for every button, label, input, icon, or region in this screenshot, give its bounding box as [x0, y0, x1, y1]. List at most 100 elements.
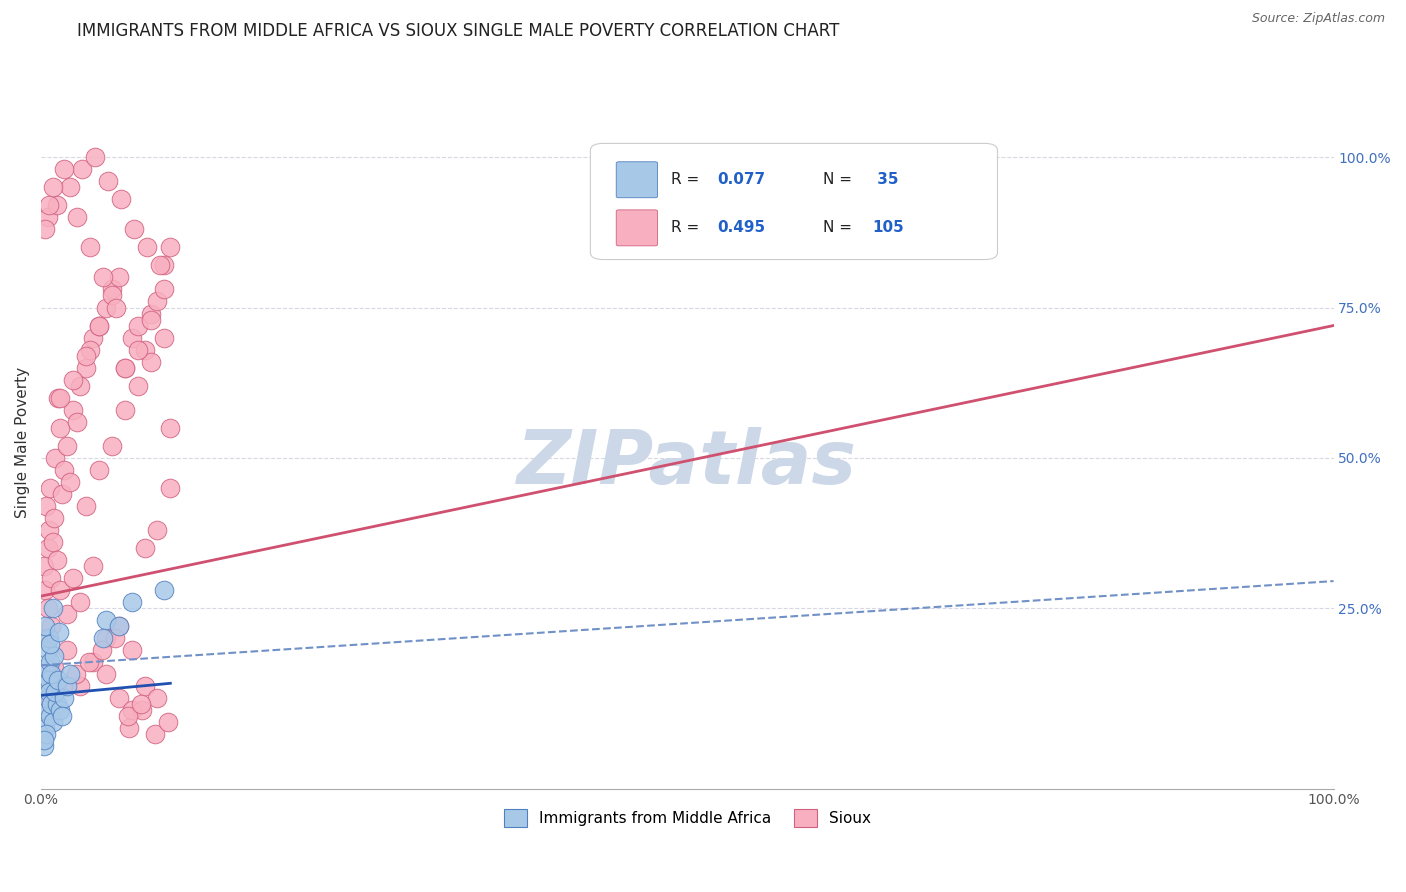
Point [101, 288, 124, 302]
Point [49, 703, 72, 717]
Point [56, 607, 79, 622]
Point [35, 703, 58, 717]
Point [156, 715, 179, 730]
Point [62, 373, 84, 387]
Point [121, 703, 143, 717]
Point [45, 553, 67, 567]
Point [38, 685, 60, 699]
Point [34, 722, 56, 736]
Point [146, 294, 169, 309]
Point [127, 318, 149, 333]
Point [53, 463, 76, 477]
Point [107, 691, 129, 706]
Point [34, 583, 56, 598]
Point [51, 709, 73, 723]
Point [101, 439, 124, 453]
Point [136, 240, 159, 254]
Point [127, 343, 149, 357]
Point [79, 240, 101, 254]
Point [139, 306, 162, 320]
Text: 0.495: 0.495 [717, 220, 765, 235]
Point [121, 595, 143, 609]
Point [37, 541, 59, 555]
Point [34, 222, 56, 236]
FancyBboxPatch shape [616, 210, 658, 246]
Point [56, 679, 79, 693]
Point [56, 643, 79, 657]
Text: N =: N = [823, 220, 856, 235]
Point [46, 391, 69, 405]
Point [107, 270, 129, 285]
Point [94, 301, 117, 315]
Point [66, 211, 89, 225]
Point [134, 679, 156, 693]
Point [65, 667, 87, 681]
Text: 0.077: 0.077 [717, 172, 765, 187]
Point [58, 180, 80, 194]
Point [134, 343, 156, 357]
Point [32, 733, 55, 747]
Point [39, 709, 62, 723]
Point [41, 571, 63, 585]
Point [94, 667, 117, 681]
Point [122, 222, 145, 236]
Point [91, 270, 114, 285]
Point [75, 349, 97, 363]
Text: R =: R = [671, 172, 703, 187]
Point [62, 402, 84, 417]
Text: 105: 105 [872, 220, 904, 235]
Point [72, 162, 94, 177]
Point [37, 643, 59, 657]
Point [37, 601, 59, 615]
Point [51, 487, 73, 501]
Point [118, 722, 141, 736]
Point [35, 727, 58, 741]
Point [89, 318, 111, 333]
Point [121, 643, 143, 657]
Point [39, 691, 62, 706]
Text: ZIPatlas: ZIPatlas [517, 427, 858, 500]
Point [77, 655, 100, 669]
Point [34, 679, 56, 693]
Point [84, 150, 107, 164]
Point [134, 541, 156, 555]
Point [45, 698, 67, 712]
Point [90, 643, 112, 657]
Point [42, 649, 65, 664]
Point [66, 415, 89, 429]
Point [45, 198, 67, 212]
Point [129, 698, 152, 712]
Point [146, 691, 169, 706]
Point [94, 631, 117, 645]
Point [44, 450, 66, 465]
Point [97, 174, 120, 188]
Text: R =: R = [671, 220, 703, 235]
Y-axis label: Single Male Poverty: Single Male Poverty [15, 368, 30, 518]
Point [42, 601, 65, 615]
Point [42, 511, 65, 525]
Point [131, 703, 153, 717]
Point [82, 330, 104, 344]
Point [58, 667, 80, 681]
Point [114, 360, 136, 375]
Point [82, 655, 104, 669]
Point [62, 571, 84, 585]
Point [41, 619, 63, 633]
Point [34, 631, 56, 645]
Point [42, 661, 65, 675]
Point [42, 180, 65, 194]
Point [101, 283, 124, 297]
Point [91, 631, 114, 645]
Point [159, 481, 181, 495]
Point [58, 475, 80, 489]
Point [39, 637, 62, 651]
Point [39, 481, 62, 495]
Point [69, 595, 91, 609]
Point [153, 583, 176, 598]
Point [35, 661, 58, 675]
Point [56, 439, 79, 453]
Point [114, 360, 136, 375]
Point [38, 673, 60, 688]
Point [48, 625, 70, 640]
Point [52, 679, 75, 693]
